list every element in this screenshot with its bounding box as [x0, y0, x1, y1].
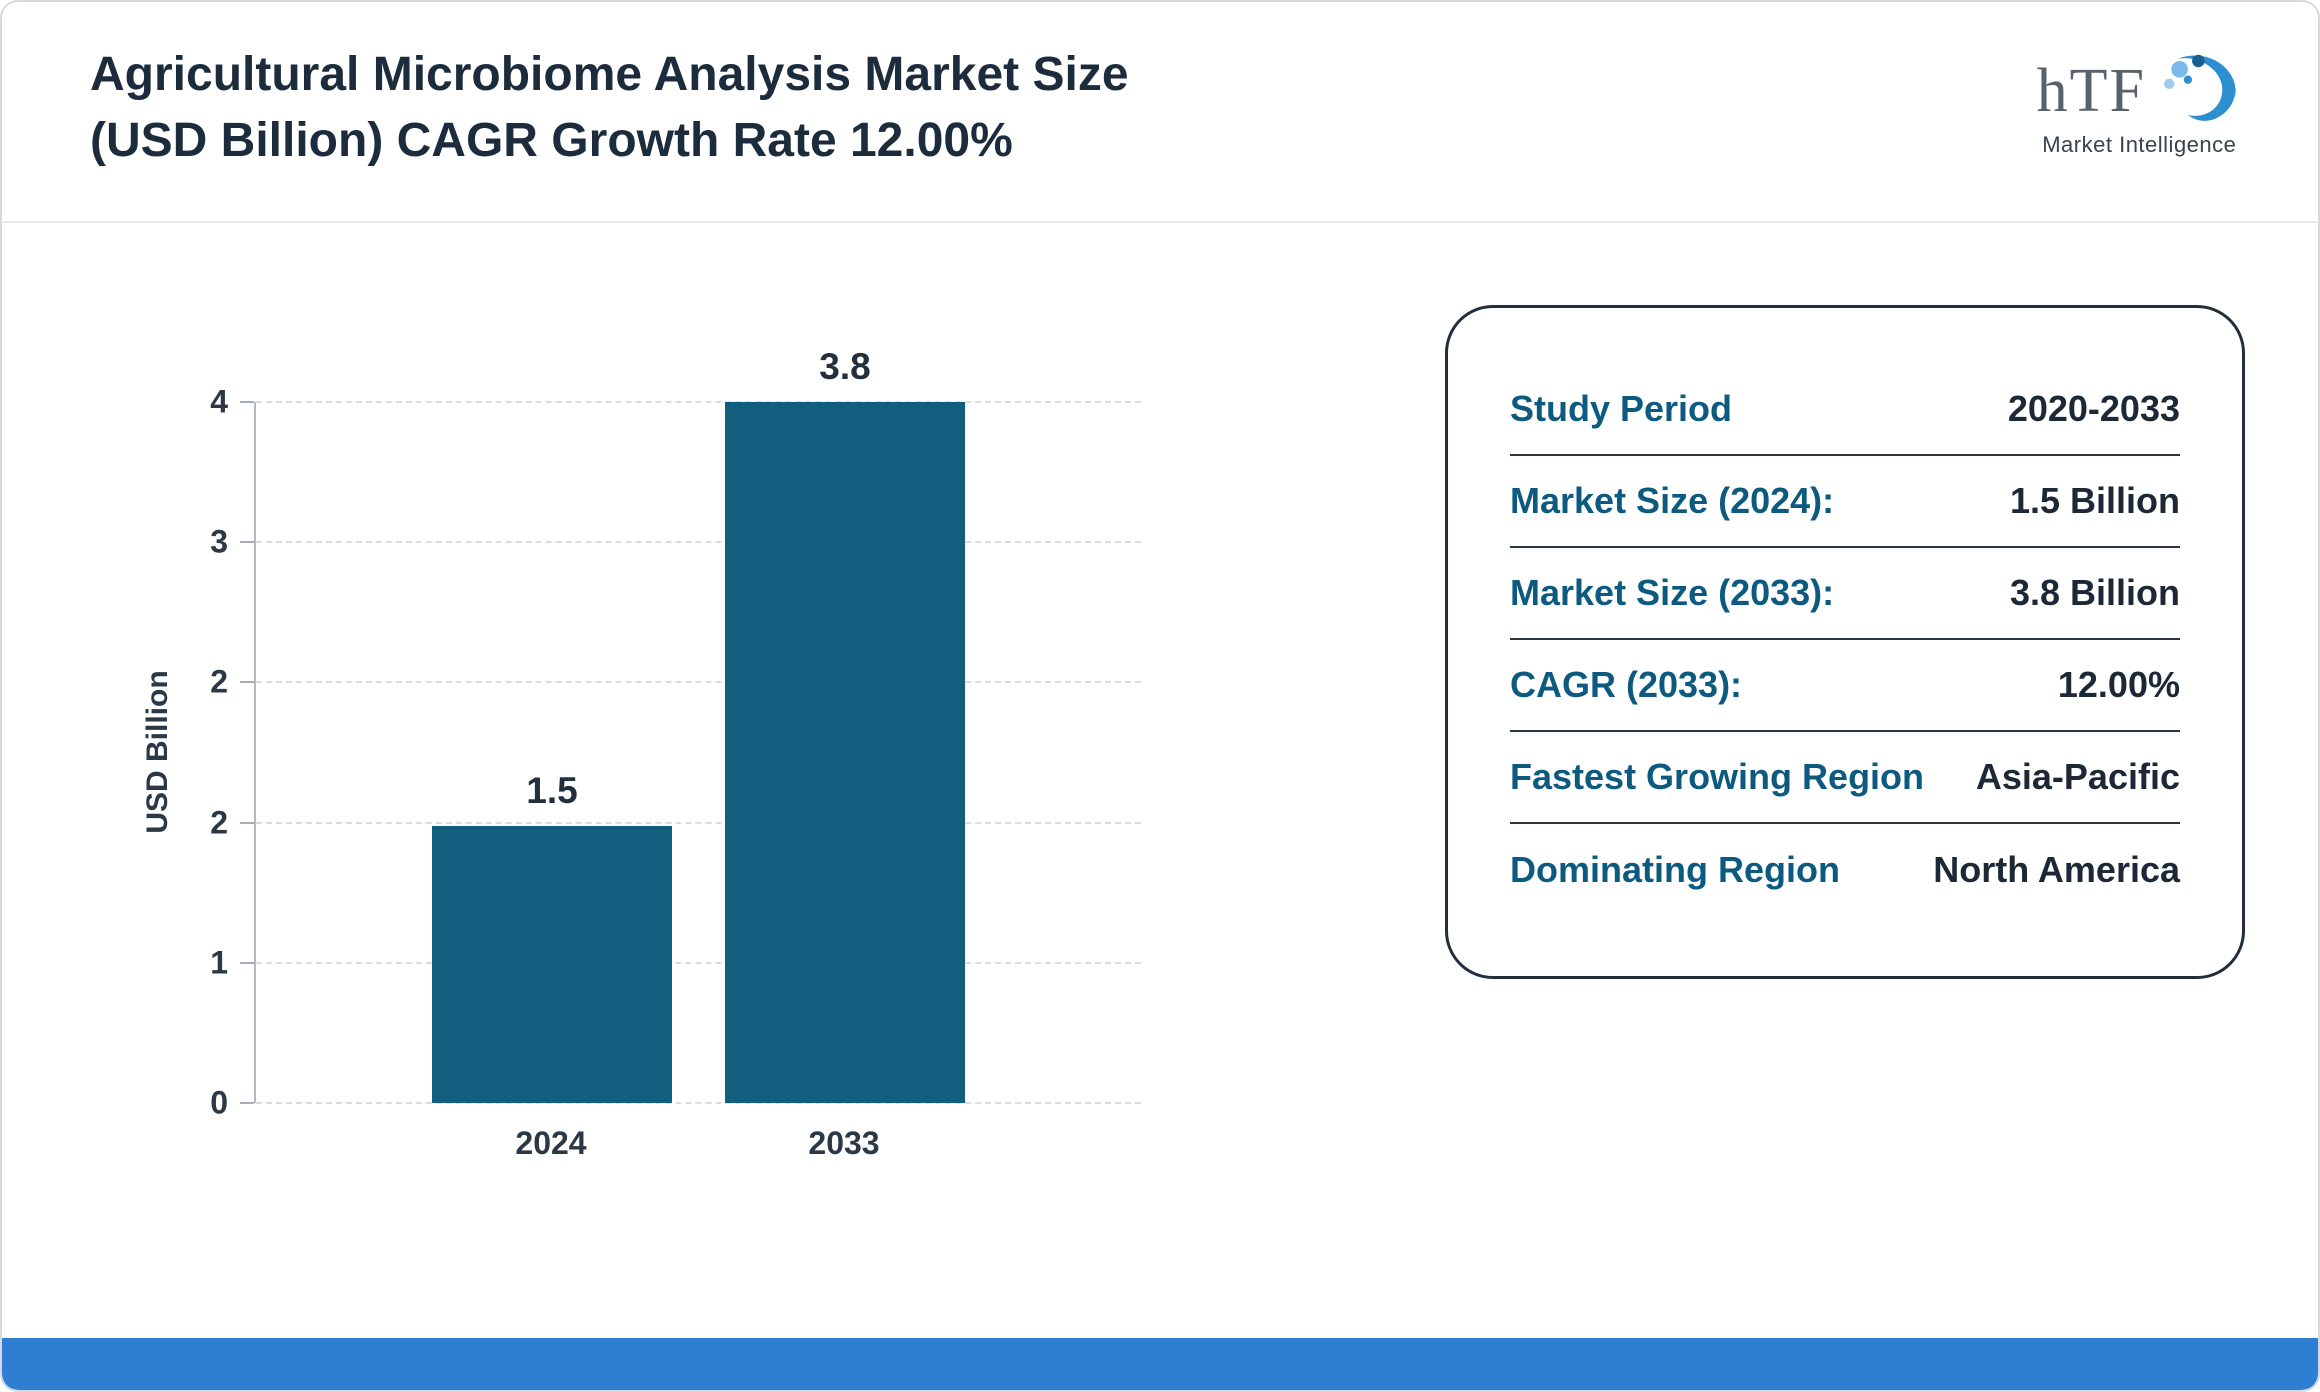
bar-2033: 3.8 [725, 346, 965, 1103]
gridline [256, 681, 1141, 684]
y-tick-label: 0 [210, 1084, 228, 1121]
bottom-accent-bar [2, 1338, 2318, 1390]
info-row-label: Fastest Growing Region [1510, 756, 1925, 797]
info-row-label: CAGR (2033): [1510, 664, 1743, 705]
bars: 1.5 3.8 [256, 346, 1141, 1103]
logo-swirl-icon [2164, 54, 2236, 121]
bar-2024: 1.5 [432, 770, 672, 1103]
info-row-label: Dominating Region [1510, 849, 1840, 890]
x-axis-labels: 2024 2033 [254, 1125, 1141, 1162]
page-title: Agricultural Microbiome Analysis Market … [90, 42, 1129, 174]
info-row-4: Fastest Growing Region Asia-Pacific [1510, 732, 2180, 824]
plot-area: 1.5 3.8 [240, 346, 1141, 1104]
x-tick-label: 2024 [515, 1125, 587, 1161]
x-tick-label: 2033 [808, 1125, 880, 1161]
info-row-value: 12.00% [2057, 664, 2180, 705]
info-row-3: CAGR (2033): 12.00% [1510, 640, 2180, 732]
info-row-label: Market Size (2033): [1510, 572, 1835, 613]
bar-chart: 4 3 2 2 1 0 1.5 3.8 2024 2033 [210, 346, 1141, 1161]
page-title-line2: (USD Billion) CAGR Growth Rate 12.00% [90, 114, 1013, 168]
info-row-1: Market Size (2024): 1.5 Billion [1510, 456, 2180, 548]
bar-slot: 1.5 [432, 402, 672, 1103]
info-row-2: Market Size (2033): 3.8 Billion [1510, 548, 2180, 640]
info-row-value: 2020-2033 [2007, 388, 2180, 429]
info-row-value: 1.5 Billion [2009, 480, 2180, 521]
info-row-value: 3.8 Billion [2009, 572, 2180, 613]
y-tick-label: 2 [210, 804, 228, 841]
htf-logo: hTF Market Intelligence [2037, 52, 2242, 158]
bar-value-label: 3.8 [819, 346, 871, 387]
gridline [256, 541, 1141, 544]
info-row-value: North America [1933, 849, 2180, 890]
y-tick-mark [240, 401, 254, 403]
y-tick-label: 1 [210, 944, 228, 981]
info-row-value: Asia-Pacific [1975, 756, 2180, 797]
y-axis-ticks: 4 3 2 2 1 0 [162, 384, 228, 1121]
y-tick-mark [240, 681, 254, 684]
y-tick-mark [240, 1102, 254, 1104]
info-row-label: Market Size (2024): [1510, 480, 1835, 521]
y-tick-mark [240, 821, 254, 824]
page-title-line1: Agricultural Microbiome Analysis Market … [90, 48, 1129, 101]
bar-value-label: 1.5 [526, 770, 578, 812]
info-row-5: Dominating Region North America [1510, 824, 2180, 916]
y-tick-mark [240, 541, 254, 544]
gridline [256, 821, 1141, 824]
info-row-label: Study Period [1510, 388, 1733, 429]
bar-slot: 3.8 [725, 346, 965, 1103]
gridline [256, 401, 1141, 403]
y-tick-label: 2 [210, 663, 228, 700]
y-tick-label: 3 [210, 523, 228, 560]
logo-mark: hTF [2037, 52, 2242, 130]
logo-subtext: Market Intelligence [2042, 132, 2237, 157]
info-row-0: Study Period 2020-2033 [1510, 364, 2180, 456]
gridline [256, 961, 1141, 964]
logo-text: hTF [2036, 57, 2146, 125]
gridline [256, 1102, 1141, 1104]
y-tick-label: 4 [210, 383, 228, 420]
y-tick-mark [240, 961, 254, 964]
summary-card: Study Period 2020-2033 Market Size (2024):… [1445, 305, 2245, 979]
header-divider [2, 221, 2318, 223]
